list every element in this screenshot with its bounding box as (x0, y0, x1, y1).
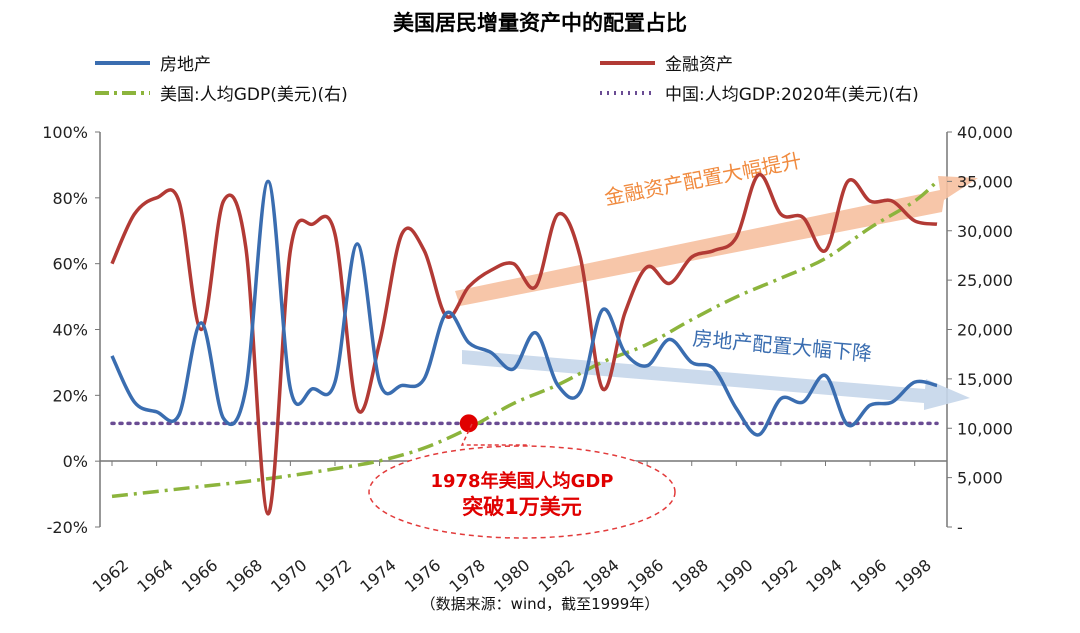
chart-title: 美国居民增量资产中的配置占比 (393, 11, 687, 35)
right-axis-tick-label: 25,000 (957, 271, 1013, 290)
right-axis-tick-label: 15,000 (957, 370, 1013, 389)
legend-label-real-estate: 房地产 (160, 55, 211, 75)
series-line-us-gdp (111, 180, 939, 499)
left-axis-tick-label: -20% (47, 518, 88, 537)
x-axis-tick-label: 1966 (178, 555, 221, 596)
right-axis-tick-label: 5,000 (957, 469, 1003, 488)
x-axis-tick-label: 1998 (891, 555, 934, 596)
x-axis-tick-label: 1996 (847, 555, 890, 596)
callout-ellipse (368, 445, 676, 539)
series-layer (110, 173, 939, 516)
legend-label-china-gdp: 中国:人均GDP:2020年(美元)(右) (665, 85, 919, 105)
legend-label-financial: 金融资产 (665, 55, 733, 75)
highlight-point-1978 (459, 414, 478, 433)
real-estate-trend-label: 房地产配置大幅下降 (692, 326, 873, 366)
series-line-real-estate (110, 179, 938, 437)
right-axis-tick-label: - (957, 518, 963, 537)
x-axis-tick-label: 1978 (446, 555, 489, 596)
right-axis-tick-label: 20,000 (957, 321, 1013, 340)
x-axis-tick-label: 1968 (223, 555, 266, 596)
callout-line-1: 1978年美国人均GDP (430, 470, 613, 492)
x-axis-tick-label: 1974 (356, 555, 399, 596)
x-axis-tick-label: 1990 (713, 555, 756, 596)
series-line-financial (110, 173, 938, 516)
callout-line-2: 突破1万美元 (462, 495, 582, 519)
legend-label-us-gdp: 美国:人均GDP(美元)(右) (160, 85, 348, 105)
legend: 房地产 金融资产 美国:人均GDP(美元)(右) 中国:人均GDP:2020年(… (95, 55, 919, 105)
x-axis-tick-label: 1962 (89, 555, 132, 596)
x-axis-tick-label: 1972 (312, 555, 355, 596)
x-axis-tick-label: 1976 (401, 555, 444, 596)
x-axis-tick-label: 1980 (490, 555, 533, 596)
left-axis-tick-label: 80% (52, 189, 88, 208)
left-axis-tick-label: 0% (63, 452, 88, 471)
left-axis-tick-label: 60% (52, 255, 88, 274)
right-axis-tick-label: 40,000 (957, 123, 1013, 142)
x-axis-tick-label: 1992 (758, 555, 801, 596)
x-axis-tick-label: 1988 (668, 555, 711, 596)
right-axis-tick-label: 30,000 (957, 222, 1013, 241)
right-axis-tick-label: 35,000 (957, 172, 1013, 191)
right-axis-tick-label: 10,000 (957, 419, 1013, 438)
x-axis-tick-label: 1994 (802, 555, 845, 596)
x-axis-tick-label: 1964 (133, 555, 176, 596)
x-axis-tick-label: 1982 (535, 555, 578, 596)
left-axis-tick-label: 100% (42, 123, 88, 142)
financial-trend-arrow (455, 176, 978, 306)
callout-pointer (460, 423, 530, 446)
x-axis-tick-label: 1970 (267, 555, 310, 596)
gdp-callout: 1978年美国人均GDP 突破1万美元 (368, 423, 676, 539)
source-note: （数据来源：wind，截至1999年） (421, 595, 660, 613)
left-axis-tick-label: 40% (52, 321, 88, 340)
x-axis-tick-label: 1984 (579, 555, 622, 596)
x-axis-tick-label: 1986 (624, 555, 667, 596)
left-axis-tick-label: 20% (52, 386, 88, 405)
